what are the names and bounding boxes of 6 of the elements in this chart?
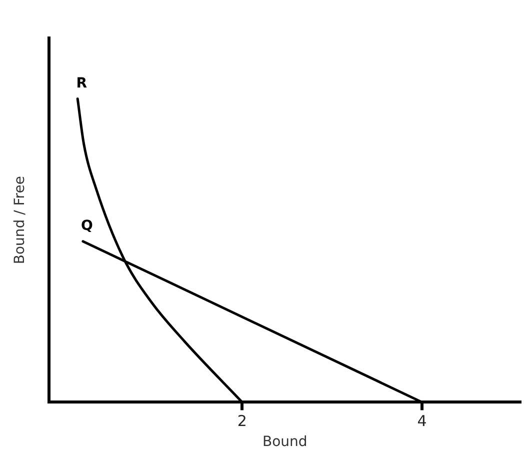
x-tick-label: 4 — [417, 412, 427, 430]
y-axis-title: Bound / Free — [12, 176, 28, 264]
x-tick-label: 2 — [237, 412, 247, 430]
x-axis-title: Bound — [262, 434, 308, 450]
series-label: R — [76, 75, 88, 92]
series-label: Q — [81, 218, 94, 234]
